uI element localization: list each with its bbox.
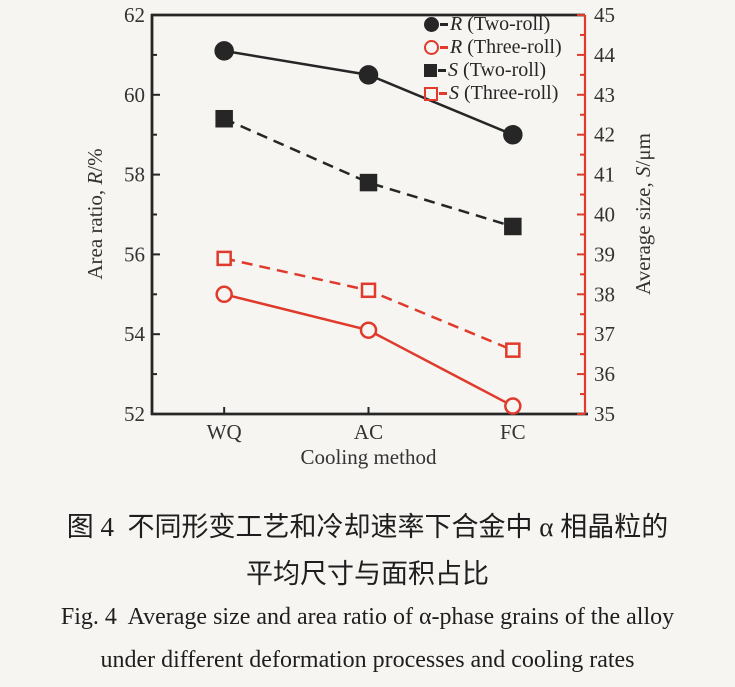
- svg-text:38: 38: [594, 282, 615, 306]
- svg-text:41: 41: [594, 163, 615, 187]
- filled-circle-marker-icon: [424, 17, 439, 32]
- svg-text:39: 39: [594, 242, 615, 266]
- svg-text:36: 36: [594, 362, 615, 386]
- solid-line-sample-icon: [440, 23, 448, 26]
- solid-line-sample-icon: [440, 46, 448, 49]
- svg-text:35: 35: [594, 402, 615, 426]
- right-axis-label: Average size, S/μm: [629, 44, 657, 384]
- dashed-line-sample-icon: [439, 92, 447, 95]
- figure-caption-en-line2: under different deformation processes an…: [100, 647, 635, 673]
- figure-caption-en-line1: Fig. 4 Average size and area ratio of α-…: [60, 604, 675, 630]
- left-axis-label-symbol: R: [83, 171, 107, 185]
- left-axis-label-suffix: /%: [83, 148, 107, 172]
- svg-text:40: 40: [594, 203, 615, 227]
- legend-item-r-three-roll: R (Three-roll): [424, 36, 562, 59]
- svg-text:WQ: WQ: [207, 420, 242, 444]
- legend-label: R (Two-roll): [450, 13, 551, 35]
- legend-item-s-three-roll: S (Three-roll): [424, 82, 562, 105]
- svg-text:43: 43: [594, 83, 615, 107]
- figure-caption-zh-line2: 平均尺寸与面积占比: [246, 559, 489, 589]
- legend-item-s-two-roll: S (Two-roll): [424, 59, 562, 82]
- legend-label: R (Three-roll): [450, 36, 562, 58]
- right-axis-label-symbol: S: [631, 166, 655, 177]
- svg-text:42: 42: [594, 123, 615, 147]
- x-axis-label: Cooling method: [300, 445, 437, 469]
- svg-text:58: 58: [124, 163, 145, 187]
- svg-text:45: 45: [594, 3, 615, 27]
- legend-item-r-two-roll: R (Two-roll): [424, 13, 562, 36]
- svg-text:62: 62: [124, 3, 145, 27]
- svg-text:FC: FC: [500, 420, 526, 444]
- figure-caption-zh-line1: 图 4 不同形变工艺和冷却速率下合金中 α 相晶粒的: [66, 512, 669, 542]
- chart-legend: R (Two-roll) R (Three-roll) S (Two-roll)…: [424, 13, 562, 105]
- right-axis-label-suffix: /μm: [631, 133, 655, 167]
- open-circle-marker-icon: [424, 40, 439, 55]
- right-axis-label-prefix: Average size,: [631, 176, 655, 295]
- svg-text:52: 52: [124, 402, 145, 426]
- svg-text:AC: AC: [354, 420, 383, 444]
- open-square-marker-icon: [424, 86, 438, 101]
- left-axis-label-prefix: Area ratio,: [83, 184, 107, 280]
- svg-text:60: 60: [124, 83, 145, 107]
- svg-text:54: 54: [124, 322, 146, 346]
- dashed-line-sample-icon: [438, 69, 446, 72]
- svg-text:56: 56: [124, 242, 145, 266]
- legend-label: S (Two-roll): [448, 59, 547, 81]
- legend-label: S (Three-roll): [449, 82, 559, 104]
- left-axis-label: Area ratio, R/%: [81, 44, 109, 384]
- svg-text:44: 44: [594, 43, 616, 67]
- svg-text:37: 37: [594, 322, 615, 346]
- filled-square-marker-icon: [424, 64, 437, 77]
- chart-plot-area: 62 60 58 56 54 52 45 44 43 42 41 40 39 38 37 36 35 WQ AC FC: [124, 3, 616, 444]
